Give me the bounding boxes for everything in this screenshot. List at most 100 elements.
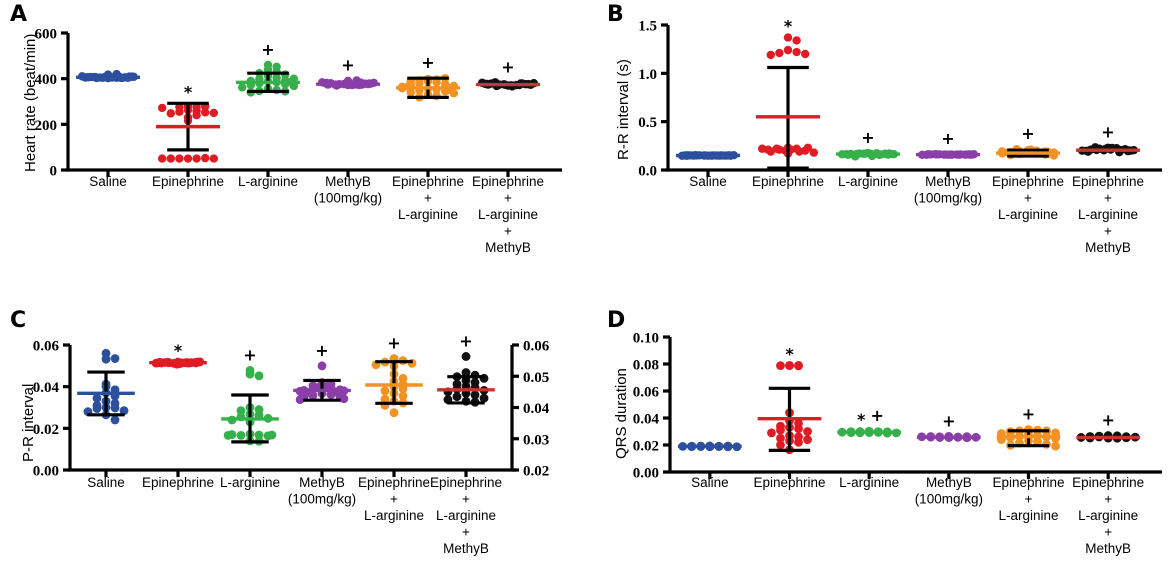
data-point <box>254 371 264 381</box>
x-tick-label: Epinephrine <box>753 475 825 490</box>
y-tick-label: 200 <box>35 118 58 134</box>
data-point <box>295 395 305 404</box>
significance-marker-plus: + <box>421 53 434 72</box>
data-point <box>209 154 219 163</box>
x-tick-label: MethyB <box>325 174 371 189</box>
data-point <box>803 143 813 152</box>
x-tick-label: + <box>1024 191 1032 206</box>
x-tick-label: Epinephrine <box>152 174 224 189</box>
data-point <box>237 83 247 92</box>
data-point <box>192 111 201 120</box>
x-tick-label: L-arginine <box>220 475 280 490</box>
x-tick-label: + <box>462 525 470 540</box>
data-point <box>236 431 246 440</box>
x-tick-label: + <box>1025 492 1033 507</box>
x-tick-label: L-arginine <box>838 174 898 189</box>
x-tick-label: MethyB <box>485 240 531 255</box>
x-tick-label: (100mg/kg) <box>314 191 382 206</box>
right-y-tick-label: 0.04 <box>523 401 550 417</box>
data-point <box>317 361 327 371</box>
significance-marker-plus: + <box>870 406 883 425</box>
data-point <box>267 430 277 440</box>
significance-marker-plus: + <box>341 55 354 74</box>
data-point <box>119 406 129 416</box>
x-tick-label: Epinephrine <box>472 174 544 189</box>
data-point <box>308 391 318 400</box>
data-point <box>452 392 462 402</box>
y-tick-label: 1.0 <box>638 67 657 83</box>
x-tick-label: Saline <box>87 475 125 490</box>
y-tick-label: 0.10 <box>633 331 659 347</box>
x-tick-label: L-arginine <box>998 508 1058 523</box>
panel-b-letter: B <box>607 2 624 27</box>
data-point <box>776 361 785 371</box>
data-point <box>432 78 441 87</box>
data-point <box>766 50 775 60</box>
x-tick-label: L-arginine <box>364 508 424 523</box>
data-point <box>398 391 408 401</box>
panel-c: C P-R interval 0.00 0.02 0.04 0.06 0.02 0.03 0… <box>0 294 585 587</box>
significance-marker-star: * <box>184 82 193 101</box>
data-point <box>776 433 785 443</box>
x-tick-label: Epinephrine <box>430 475 502 490</box>
significance-marker-plus: + <box>941 129 954 148</box>
significance-marker-star: * <box>857 410 866 429</box>
data-point <box>192 154 201 163</box>
significance-marker-plus: + <box>243 345 256 364</box>
x-tick-label: (100mg/kg) <box>915 492 983 507</box>
data-point <box>389 408 399 418</box>
data-point <box>92 404 102 413</box>
data-point <box>166 154 175 163</box>
y-tick-label: 0.0 <box>638 164 657 180</box>
x-tick-label: L-arginine <box>1078 207 1138 222</box>
x-tick-label: L-arginine <box>478 207 538 222</box>
data-point <box>785 361 794 371</box>
x-tick-label: (100mg/kg) <box>288 492 356 507</box>
data-point <box>245 369 255 379</box>
data-point <box>254 430 264 440</box>
x-tick-label: (100mg/kg) <box>914 191 982 206</box>
y-tick-label: 0.02 <box>633 439 659 455</box>
panel-d: D QRS duration 0.00 0.02 0.04 0.06 0.08 0.10 S… <box>585 294 1170 587</box>
x-tick-label: + <box>390 492 398 507</box>
data-point <box>792 36 801 45</box>
data-point <box>795 147 804 156</box>
x-tick-label: MethyB <box>926 475 972 490</box>
x-tick-label: + <box>1104 224 1112 239</box>
significance-marker-plus: + <box>315 341 328 360</box>
y-tick-label: 0.04 <box>33 380 60 396</box>
data-point <box>801 49 810 59</box>
data-point <box>794 437 803 447</box>
y-tick-label: 0.00 <box>633 466 659 482</box>
data-point <box>1033 437 1042 447</box>
data-point <box>794 360 803 370</box>
panel-b-plot: 0.0 0.5 1.0 1.5 Saline * Epinephrine + L-arginin… <box>585 0 1170 293</box>
x-tick-label: + <box>424 191 432 206</box>
x-tick-label: MethyB <box>299 475 345 490</box>
scatter-group <box>757 33 819 158</box>
significance-marker-plus: + <box>1022 404 1035 423</box>
data-point <box>803 427 812 436</box>
data-point <box>175 154 184 163</box>
data-point <box>101 354 111 364</box>
panel-a: A Heart rate (beat/min) 0 200 400 600 Saline… <box>0 0 585 293</box>
significance-marker-star: * <box>785 344 794 363</box>
significance-marker-plus: + <box>861 128 874 147</box>
significance-marker-plus: + <box>1021 124 1034 143</box>
data-point <box>776 440 785 450</box>
significance-marker-star: * <box>174 341 183 360</box>
panel-b: B R-R interval (s) 0.0 0.5 1.0 1.5 Saline * Ep… <box>585 0 1170 293</box>
right-y-tick-label: 0.02 <box>523 464 549 480</box>
data-point <box>809 148 819 157</box>
data-point <box>415 79 424 88</box>
panel-a-letter: A <box>10 2 28 27</box>
scatter-group <box>151 357 205 369</box>
data-point <box>1051 441 1060 451</box>
significance-marker-plus: + <box>387 334 400 353</box>
data-point <box>110 415 120 425</box>
data-point <box>209 108 219 118</box>
data-point <box>792 47 801 57</box>
data-point <box>470 390 480 400</box>
data-point <box>110 403 120 413</box>
x-tick-label: L-arginine <box>839 475 899 490</box>
